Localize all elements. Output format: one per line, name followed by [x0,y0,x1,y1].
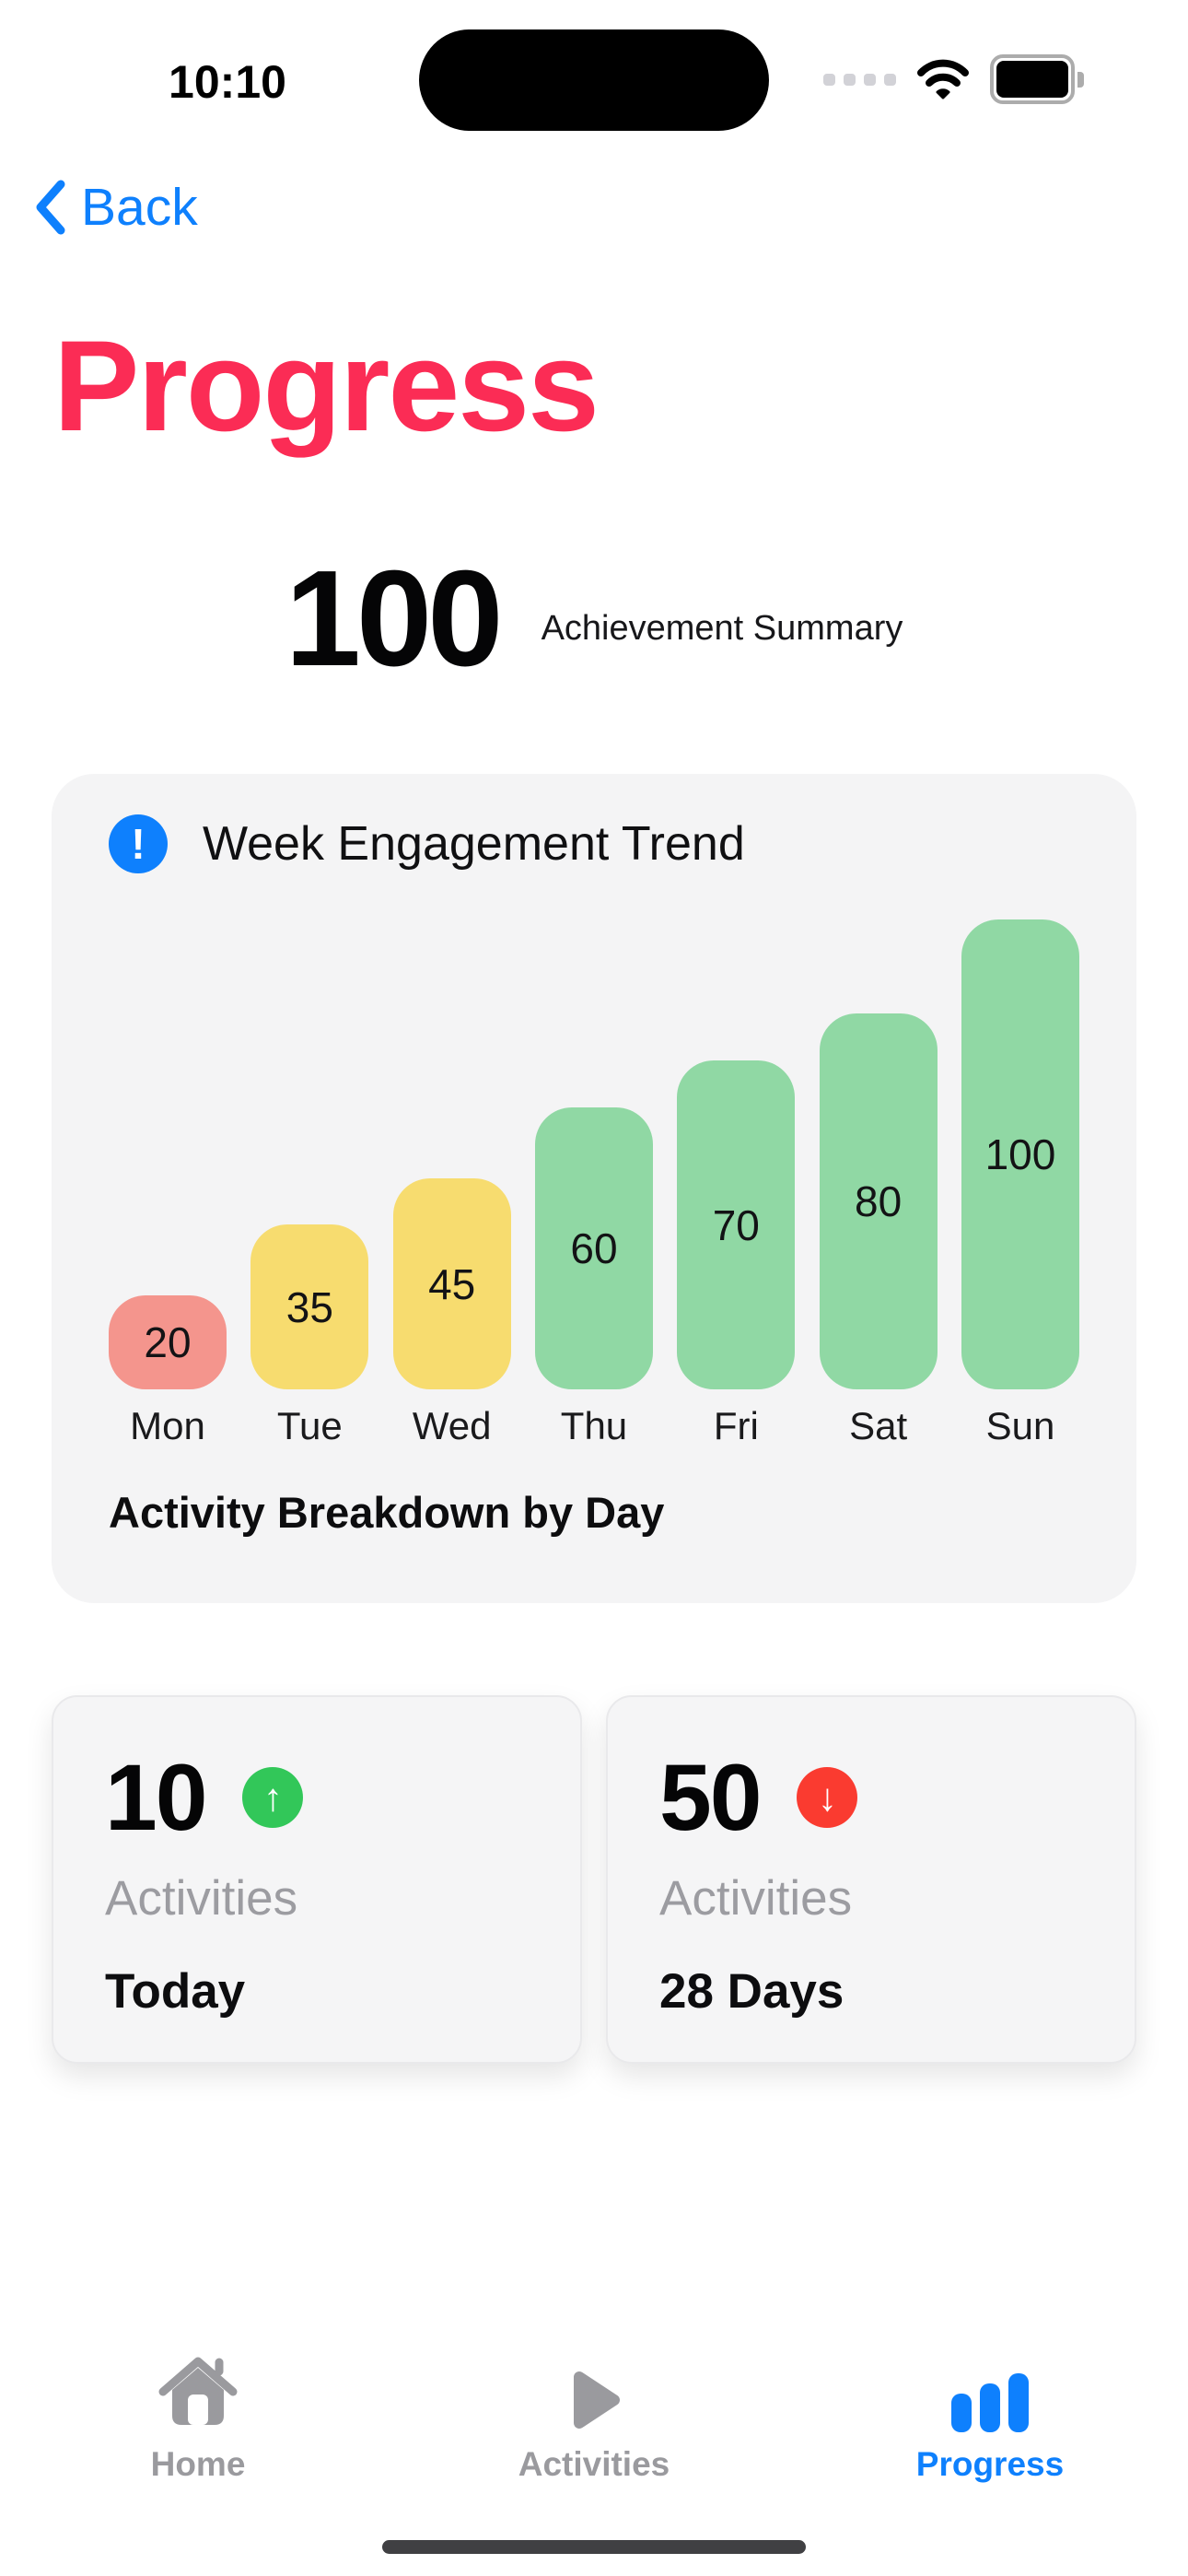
chevron-left-icon [36,180,65,235]
summary-label: Achievement Summary [541,608,903,648]
summary-value: 100 [285,543,504,695]
x-axis-labels: Mon Tue Wed Thu Fri Sat Sun [109,1404,1079,1448]
stats-row: 10 ↑ Activities Today 50 ↓ Activities 28… [52,1695,1136,2064]
trend-down-icon: ↓ [797,1767,858,1828]
home-indicator[interactable] [382,2540,806,2554]
stat-value: 50 [659,1745,762,1850]
achievement-summary: 100 Achievement Summary [0,551,1188,687]
tab-home[interactable]: Home [0,2355,396,2484]
bar-fri: 70 [677,1060,796,1389]
trend-up-icon: ↑ [242,1767,304,1828]
axis-label-sun: Sun [985,1404,1055,1447]
info-icon: ! [109,814,168,873]
bar-value: 20 [144,1318,192,1366]
bar-thu: 60 [534,1107,653,1389]
card-header: ! Week Engagement Trend [109,814,1079,873]
28-days-activities-card: 50 ↓ Activities 28 Days [606,1695,1136,2064]
stat-value: 10 [105,1745,207,1850]
axis-label-wed: Wed [412,1404,492,1447]
bar-value: 35 [285,1282,333,1331]
stat-period: 28 Days [659,1964,844,2019]
back-button[interactable]: Back [35,177,198,238]
tab-bar: Home Activities Progress [0,2355,1188,2484]
play-icon [574,2371,620,2429]
status-time: 10:10 [169,56,286,108]
stat-top: 50 ↓ [659,1751,1083,1844]
bar-sun: 100 [961,919,1079,1389]
axis-label-tue: Tue [276,1404,343,1447]
card-footer-caption: Activity Breakdown by Day [109,1488,665,1537]
bar-value: 60 [570,1224,618,1272]
bar-tue: 35 [250,1224,369,1389]
axis-label-mon: Mon [130,1404,205,1447]
tab-activities[interactable]: Activities [396,2355,792,2484]
wifi-icon [917,59,969,100]
tab-label: Home [150,2445,246,2483]
card-title: Week Engagement Trend [203,817,745,871]
stat-label: Activities [659,1871,853,1926]
home-icon [158,2357,238,2425]
bar-value: 100 [984,1130,1056,1178]
today-activities-card: 10 ↑ Activities Today [52,1695,582,2064]
tab-label: Progress [915,2445,1065,2483]
stat-top: 10 ↑ [105,1751,529,1844]
axis-label-sat: Sat [849,1404,908,1447]
battery-icon [990,54,1084,104]
cellular-signal-icon [823,73,896,86]
axis-label-thu: Thu [560,1404,628,1447]
week-engagement-card: ! Week Engagement Trend 20 35 45 60 70 8… [52,774,1136,1603]
stat-label: Activities [105,1871,298,1926]
axis-label-fri: Fri [713,1404,759,1447]
bar-chart: 20 35 45 60 70 80 100 [109,918,1079,1389]
bar-sat: 80 [819,1013,938,1389]
bar-chart-icon [951,2373,1029,2432]
tab-label: Activities [518,2445,670,2483]
bar-mon: 20 [109,1295,227,1389]
bar-value: 80 [855,1177,903,1225]
tab-progress[interactable]: Progress [792,2355,1188,2484]
bar-value: 70 [712,1200,760,1249]
bar-wed: 45 [392,1178,511,1389]
status-icons [823,53,1084,105]
bar-value: 45 [428,1259,476,1308]
stat-period: Today [105,1964,246,2019]
dynamic-island [419,29,769,131]
back-label: Back [81,178,198,237]
page-title: Progress [53,313,600,458]
